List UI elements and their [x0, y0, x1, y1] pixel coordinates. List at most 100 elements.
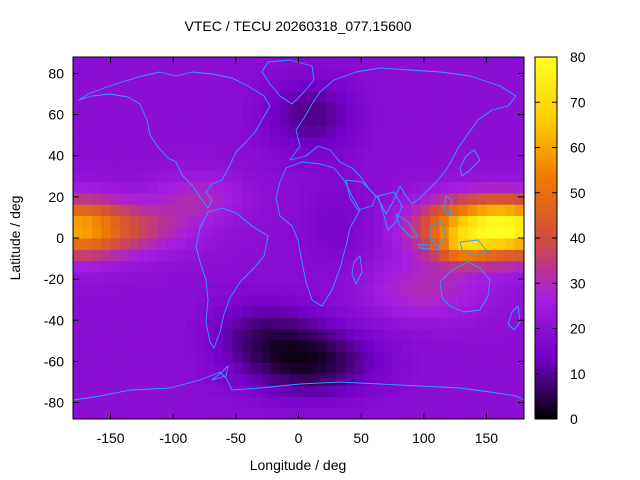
heatmap-cell: [373, 147, 384, 160]
heatmap-cell: [448, 215, 459, 228]
heatmap-cell: [82, 249, 93, 262]
heatmap-cell: [364, 407, 375, 419]
heatmap-cell: [392, 102, 403, 115]
heatmap-cell: [166, 68, 177, 81]
heatmap-cell: [458, 373, 469, 386]
heatmap-cell: [439, 158, 450, 171]
heatmap-cell: [383, 102, 394, 115]
heatmap-cell: [138, 385, 149, 397]
heatmap-cell: [467, 294, 478, 307]
heatmap-cell: [486, 317, 497, 330]
heatmap-cell: [317, 260, 328, 273]
heatmap-cell: [148, 204, 159, 216]
heatmap-cell: [213, 192, 224, 205]
heatmap-cell: [213, 260, 224, 273]
heatmap-cell: [289, 328, 300, 341]
heatmap-cell: [392, 238, 403, 250]
heatmap-cell: [289, 136, 300, 149]
heatmap-cell: [345, 317, 356, 330]
heatmap-cell: [317, 317, 328, 330]
heatmap-cell: [458, 294, 469, 307]
heatmap-cell: [411, 102, 422, 115]
heatmap-cell: [270, 124, 281, 137]
heatmap-cell: [110, 238, 121, 250]
heatmap-cell: [110, 147, 121, 160]
heatmap-cell: [345, 407, 356, 419]
heatmap-cell: [354, 362, 365, 375]
heatmap-cell: [514, 124, 524, 137]
heatmap-cell: [91, 113, 102, 126]
heatmap-cell: [223, 305, 234, 318]
heatmap-cell: [223, 373, 234, 386]
heatmap-cell: [119, 102, 130, 115]
heatmap-cell: [495, 136, 506, 149]
heatmap-cell: [307, 385, 318, 397]
heatmap-cell: [439, 170, 450, 183]
heatmap-cell: [101, 249, 112, 262]
heatmap-cell: [505, 181, 516, 194]
heatmap-cell: [336, 102, 347, 115]
heatmap-cell: [157, 204, 168, 216]
heatmap-cell: [289, 373, 300, 386]
heatmap-cell: [467, 238, 478, 250]
heatmap-cell: [411, 249, 422, 262]
heatmap-cell: [298, 136, 309, 149]
heatmap-cell: [242, 204, 253, 216]
heatmap-cell: [298, 294, 309, 307]
heatmap-cell: [420, 407, 431, 419]
heatmap-cell: [232, 249, 243, 262]
heatmap-cell: [73, 238, 83, 250]
heatmap-cell: [279, 57, 290, 69]
heatmap-cell: [448, 385, 459, 397]
heatmap-cell: [354, 57, 365, 69]
heatmap-cell: [364, 136, 375, 149]
heatmap-cell: [383, 124, 394, 137]
heatmap-cell: [495, 170, 506, 183]
heatmap-cell: [373, 158, 384, 171]
heatmap-cell: [129, 90, 140, 103]
heatmap-cell: [73, 283, 83, 296]
heatmap-cell: [354, 271, 365, 284]
heatmap-cell: [166, 102, 177, 115]
heatmap-cell: [166, 170, 177, 183]
heatmap-cell: [477, 396, 488, 409]
heatmap-cell: [129, 396, 140, 409]
heatmap-cell: [242, 271, 253, 284]
heatmap-cell: [101, 328, 112, 341]
heatmap-cell: [195, 102, 206, 115]
heatmap-cell: [204, 124, 215, 137]
heatmap-cell: [91, 351, 102, 364]
heatmap-cell: [148, 294, 159, 307]
heatmap-cell: [392, 407, 403, 419]
heatmap-cell: [401, 68, 412, 81]
heatmap-cell: [383, 158, 394, 171]
heatmap-cell: [495, 90, 506, 103]
heatmap-cell: [251, 79, 262, 92]
heatmap-cell: [166, 90, 177, 103]
heatmap-cell: [157, 294, 168, 307]
heatmap-cell: [392, 113, 403, 126]
heatmap-cells: [73, 57, 524, 419]
heatmap-cell: [364, 317, 375, 330]
heatmap-cell: [279, 260, 290, 273]
heatmap-cell: [354, 226, 365, 239]
heatmap-cell: [91, 407, 102, 419]
heatmap-cell: [439, 79, 450, 92]
heatmap-cell: [448, 136, 459, 149]
heatmap-cell: [223, 68, 234, 81]
heatmap-cell: [129, 204, 140, 216]
heatmap-cell: [392, 373, 403, 386]
heatmap-cell: [514, 158, 524, 171]
heatmap-cell: [430, 147, 441, 160]
heatmap-cell: [514, 90, 524, 103]
heatmap-cell: [185, 170, 196, 183]
heatmap-cell: [242, 147, 253, 160]
heatmap-cell: [486, 305, 497, 318]
y-tick-label: 60: [48, 107, 64, 123]
heatmap-cell: [345, 181, 356, 194]
heatmap-cell: [458, 90, 469, 103]
heatmap-cell: [166, 339, 177, 352]
heatmap-cell: [129, 317, 140, 330]
heatmap-cell: [242, 396, 253, 409]
